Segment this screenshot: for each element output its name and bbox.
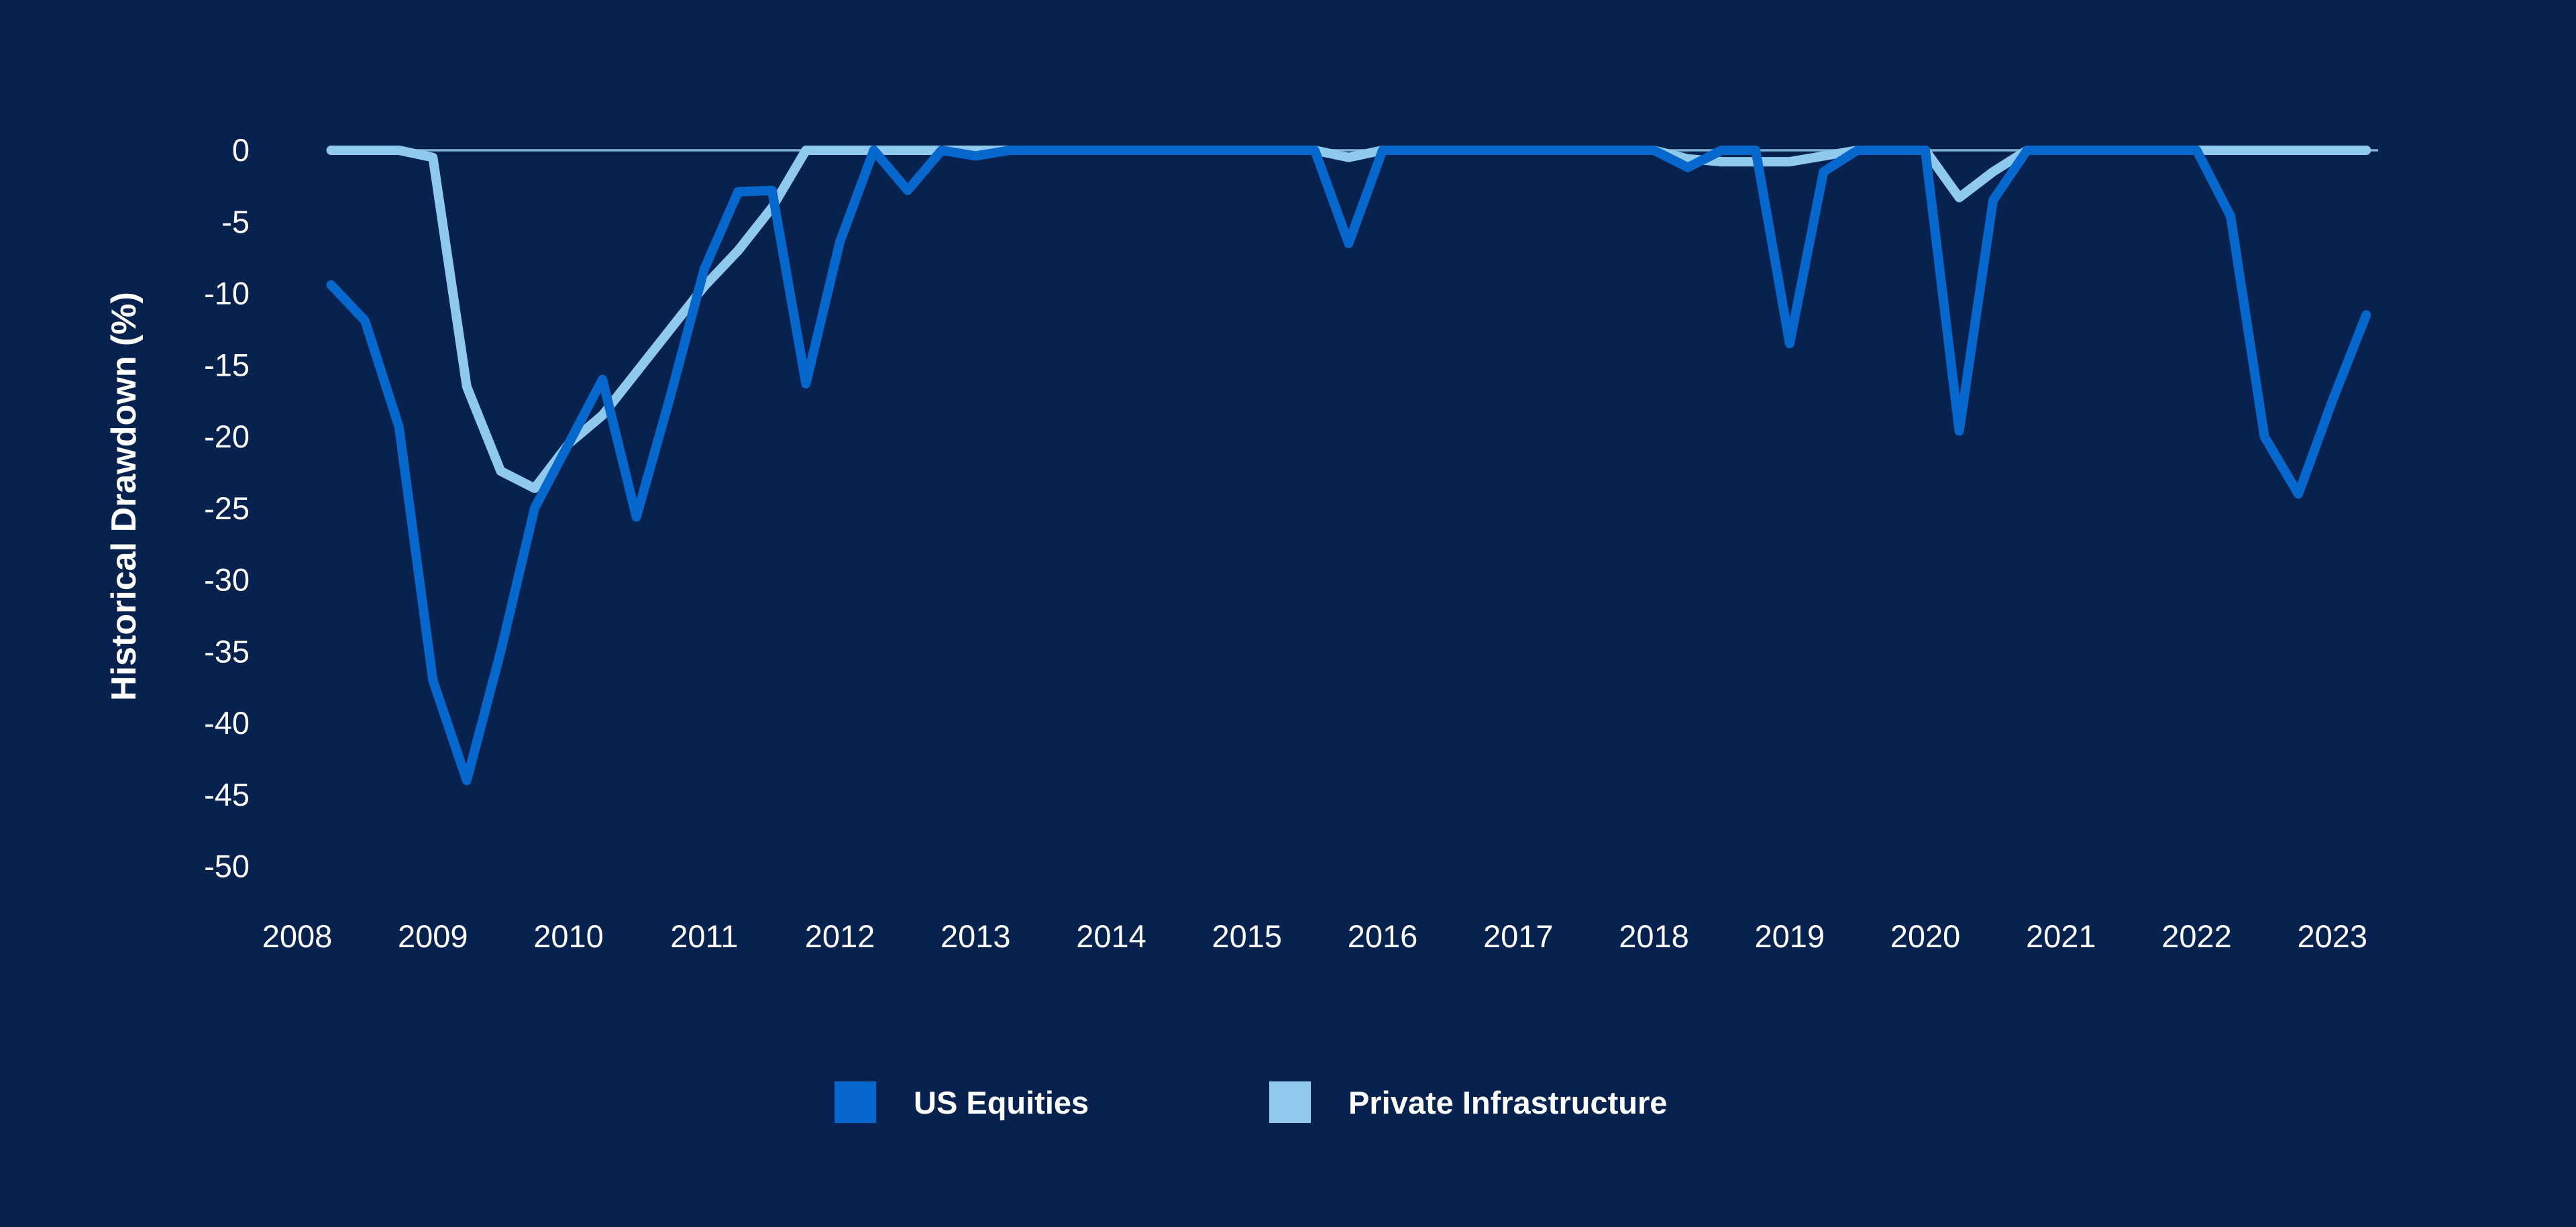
- x-tick-label: 2020: [1890, 918, 1961, 954]
- legend: US Equities Private Infrastructure: [0, 1080, 2576, 1140]
- x-tick-label: 2017: [1483, 918, 1554, 954]
- legend-item-private-infrastructure: Private Infrastructure: [1269, 1080, 1667, 1124]
- x-tick-label: 2009: [398, 918, 468, 954]
- y-tick-label: -15: [204, 347, 250, 382]
- y-tick-label: -40: [204, 705, 250, 741]
- x-tick-label: 2021: [2026, 918, 2096, 954]
- y-tick-label: -20: [204, 419, 250, 454]
- legend-label-us-equities: US Equities: [914, 1084, 1089, 1120]
- x-tick-label: 2011: [670, 918, 738, 954]
- x-tick-label: 2022: [2161, 918, 2232, 954]
- x-tick-label: 2019: [1754, 918, 1825, 954]
- y-tick-label: -10: [204, 276, 250, 311]
- x-tick-label: 2018: [1619, 918, 1689, 954]
- y-tick-label: -30: [204, 562, 250, 598]
- x-tick-label: 2010: [533, 918, 604, 954]
- x-tick-label: 2008: [262, 918, 333, 954]
- us-equities-line: [326, 146, 2371, 786]
- y-tick-label: -5: [221, 204, 250, 239]
- legend-item-us-equities: US Equities: [835, 1080, 1089, 1124]
- x-tick-label: 2023: [2297, 918, 2367, 954]
- y-tick-label: -35: [204, 633, 250, 669]
- x-tick-label: 2013: [941, 918, 1011, 954]
- y-tick-label: -45: [204, 777, 250, 812]
- y-tick-label: -25: [204, 490, 250, 526]
- x-tick-label: 2016: [1348, 918, 1418, 954]
- x-tick-label: 2014: [1076, 918, 1146, 954]
- x-tick-label: 2012: [805, 918, 875, 954]
- y-tick-label: 0: [232, 132, 250, 168]
- y-tick-label: -50: [204, 849, 250, 884]
- private-infrastructure-line: [326, 146, 2371, 493]
- legend-label-private-infrastructure: Private Infrastructure: [1348, 1084, 1668, 1120]
- private-infrastructure-swatch-icon: [1269, 1081, 1311, 1123]
- x-tick-label: 2015: [1212, 918, 1282, 954]
- us-equities-swatch-icon: [835, 1081, 876, 1123]
